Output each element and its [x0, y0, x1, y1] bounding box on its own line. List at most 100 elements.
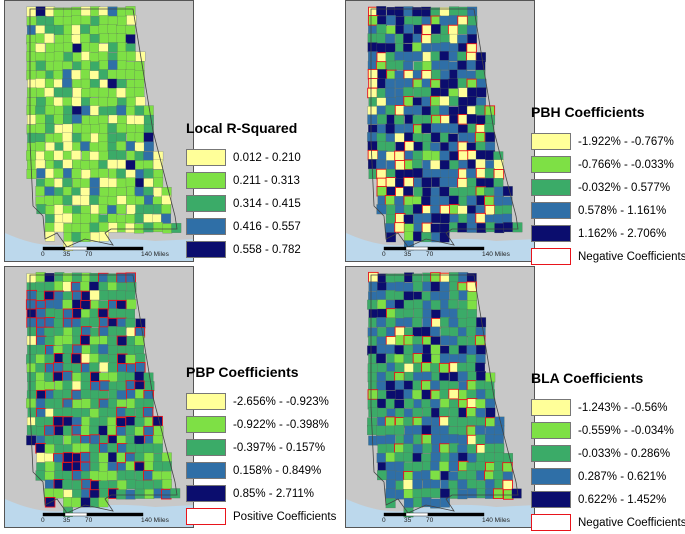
county-cell [89, 443, 100, 454]
county-cell [475, 425, 486, 436]
outline-swatch [531, 248, 571, 265]
legend-label: -0.559% - -0.034% [578, 424, 674, 437]
county-cell [44, 177, 55, 188]
county-cell [125, 470, 136, 481]
county-cell [440, 205, 450, 216]
county-cell [403, 479, 414, 490]
county-cell [385, 87, 396, 98]
county-cell [394, 133, 405, 143]
county-cell [394, 354, 404, 364]
county-cell [153, 222, 163, 233]
county-cell [368, 380, 378, 391]
county-cell [125, 380, 136, 391]
county-cell [448, 195, 459, 206]
county-cell [502, 205, 512, 216]
county-cell [403, 87, 414, 97]
county-cell [35, 33, 46, 44]
legend-item: 0.012 - 0.210 [186, 146, 301, 169]
county-cell [134, 115, 145, 126]
county-cell [144, 461, 155, 472]
county-cell [376, 371, 387, 382]
scale-bar-segment [405, 512, 429, 517]
county-cell [448, 345, 459, 355]
legend-swatch [531, 399, 571, 416]
county-cell [98, 231, 109, 242]
county-cell [385, 317, 396, 328]
county-cell [467, 150, 478, 161]
county-cell [35, 78, 46, 89]
county-cell [385, 214, 396, 224]
county-cell [457, 371, 468, 382]
county-cell [467, 444, 477, 455]
county-cell [107, 15, 118, 26]
scale-bar-label: 0 [41, 251, 45, 258]
county-cell [484, 452, 495, 463]
county-cell [431, 354, 441, 365]
county-cell [467, 453, 478, 464]
county-cell [89, 417, 100, 428]
county-cell [385, 498, 396, 509]
county-cell [71, 497, 82, 508]
county-cell [89, 177, 100, 188]
county-cell [72, 344, 83, 355]
county-cell [376, 186, 387, 197]
county-cell [430, 380, 441, 391]
legend-item: 0.287% - 0.621% [531, 465, 685, 488]
county-cell [53, 479, 64, 490]
county-cell [62, 213, 73, 223]
county-cell [440, 497, 450, 508]
county-cell [449, 151, 460, 162]
county-cell [386, 186, 397, 197]
county-cell [98, 106, 109, 117]
county-cell [440, 327, 451, 337]
county-cell [71, 150, 82, 161]
county-cell [89, 290, 100, 301]
county-cell [457, 24, 468, 35]
county-cell [107, 443, 118, 453]
county-cell [90, 480, 101, 491]
county-cell [440, 142, 450, 153]
county-cell [44, 281, 55, 292]
county-cell [377, 150, 388, 161]
county-cell [403, 177, 414, 188]
legend-label: Negative Coefficients [578, 250, 685, 263]
legend-label: 0.622% - 1.452% [578, 493, 667, 506]
county-cell [403, 308, 414, 319]
county-cell [71, 96, 82, 107]
county-cell [62, 69, 73, 80]
county-cell [54, 309, 65, 320]
county-cell [421, 87, 432, 97]
county-cell [412, 42, 423, 53]
county-cell [81, 132, 92, 143]
county-cell [71, 282, 82, 293]
county-cell [457, 34, 468, 45]
county-cell [466, 213, 477, 224]
county-cell [439, 380, 450, 391]
county-cell [386, 204, 397, 215]
map-frame: 0 35 70 140 Miles [345, 266, 535, 528]
county-cell [45, 105, 55, 116]
county-cell [80, 78, 91, 89]
county-cell [62, 398, 73, 409]
county-cell [26, 354, 36, 365]
county-cell [421, 34, 432, 45]
county-cell [475, 354, 486, 364]
county-cell [466, 425, 477, 436]
county-cell [35, 186, 46, 197]
county-cell [107, 159, 118, 170]
county-cell [26, 317, 37, 328]
county-cell [475, 69, 486, 80]
county-cell [404, 231, 414, 242]
county-cell [26, 105, 37, 116]
county-cell [493, 169, 504, 180]
county-cell [394, 345, 405, 355]
county-cell [386, 60, 397, 71]
county-cell [35, 443, 46, 454]
county-cell [35, 354, 46, 365]
county-cell [413, 213, 424, 224]
county-cell [368, 69, 378, 80]
county-cell [394, 299, 405, 310]
scale-bar: 0 35 70 140 Miles [382, 246, 511, 258]
county-cell [134, 142, 145, 153]
legend-item: -0.922% - -0.398% [186, 413, 336, 436]
